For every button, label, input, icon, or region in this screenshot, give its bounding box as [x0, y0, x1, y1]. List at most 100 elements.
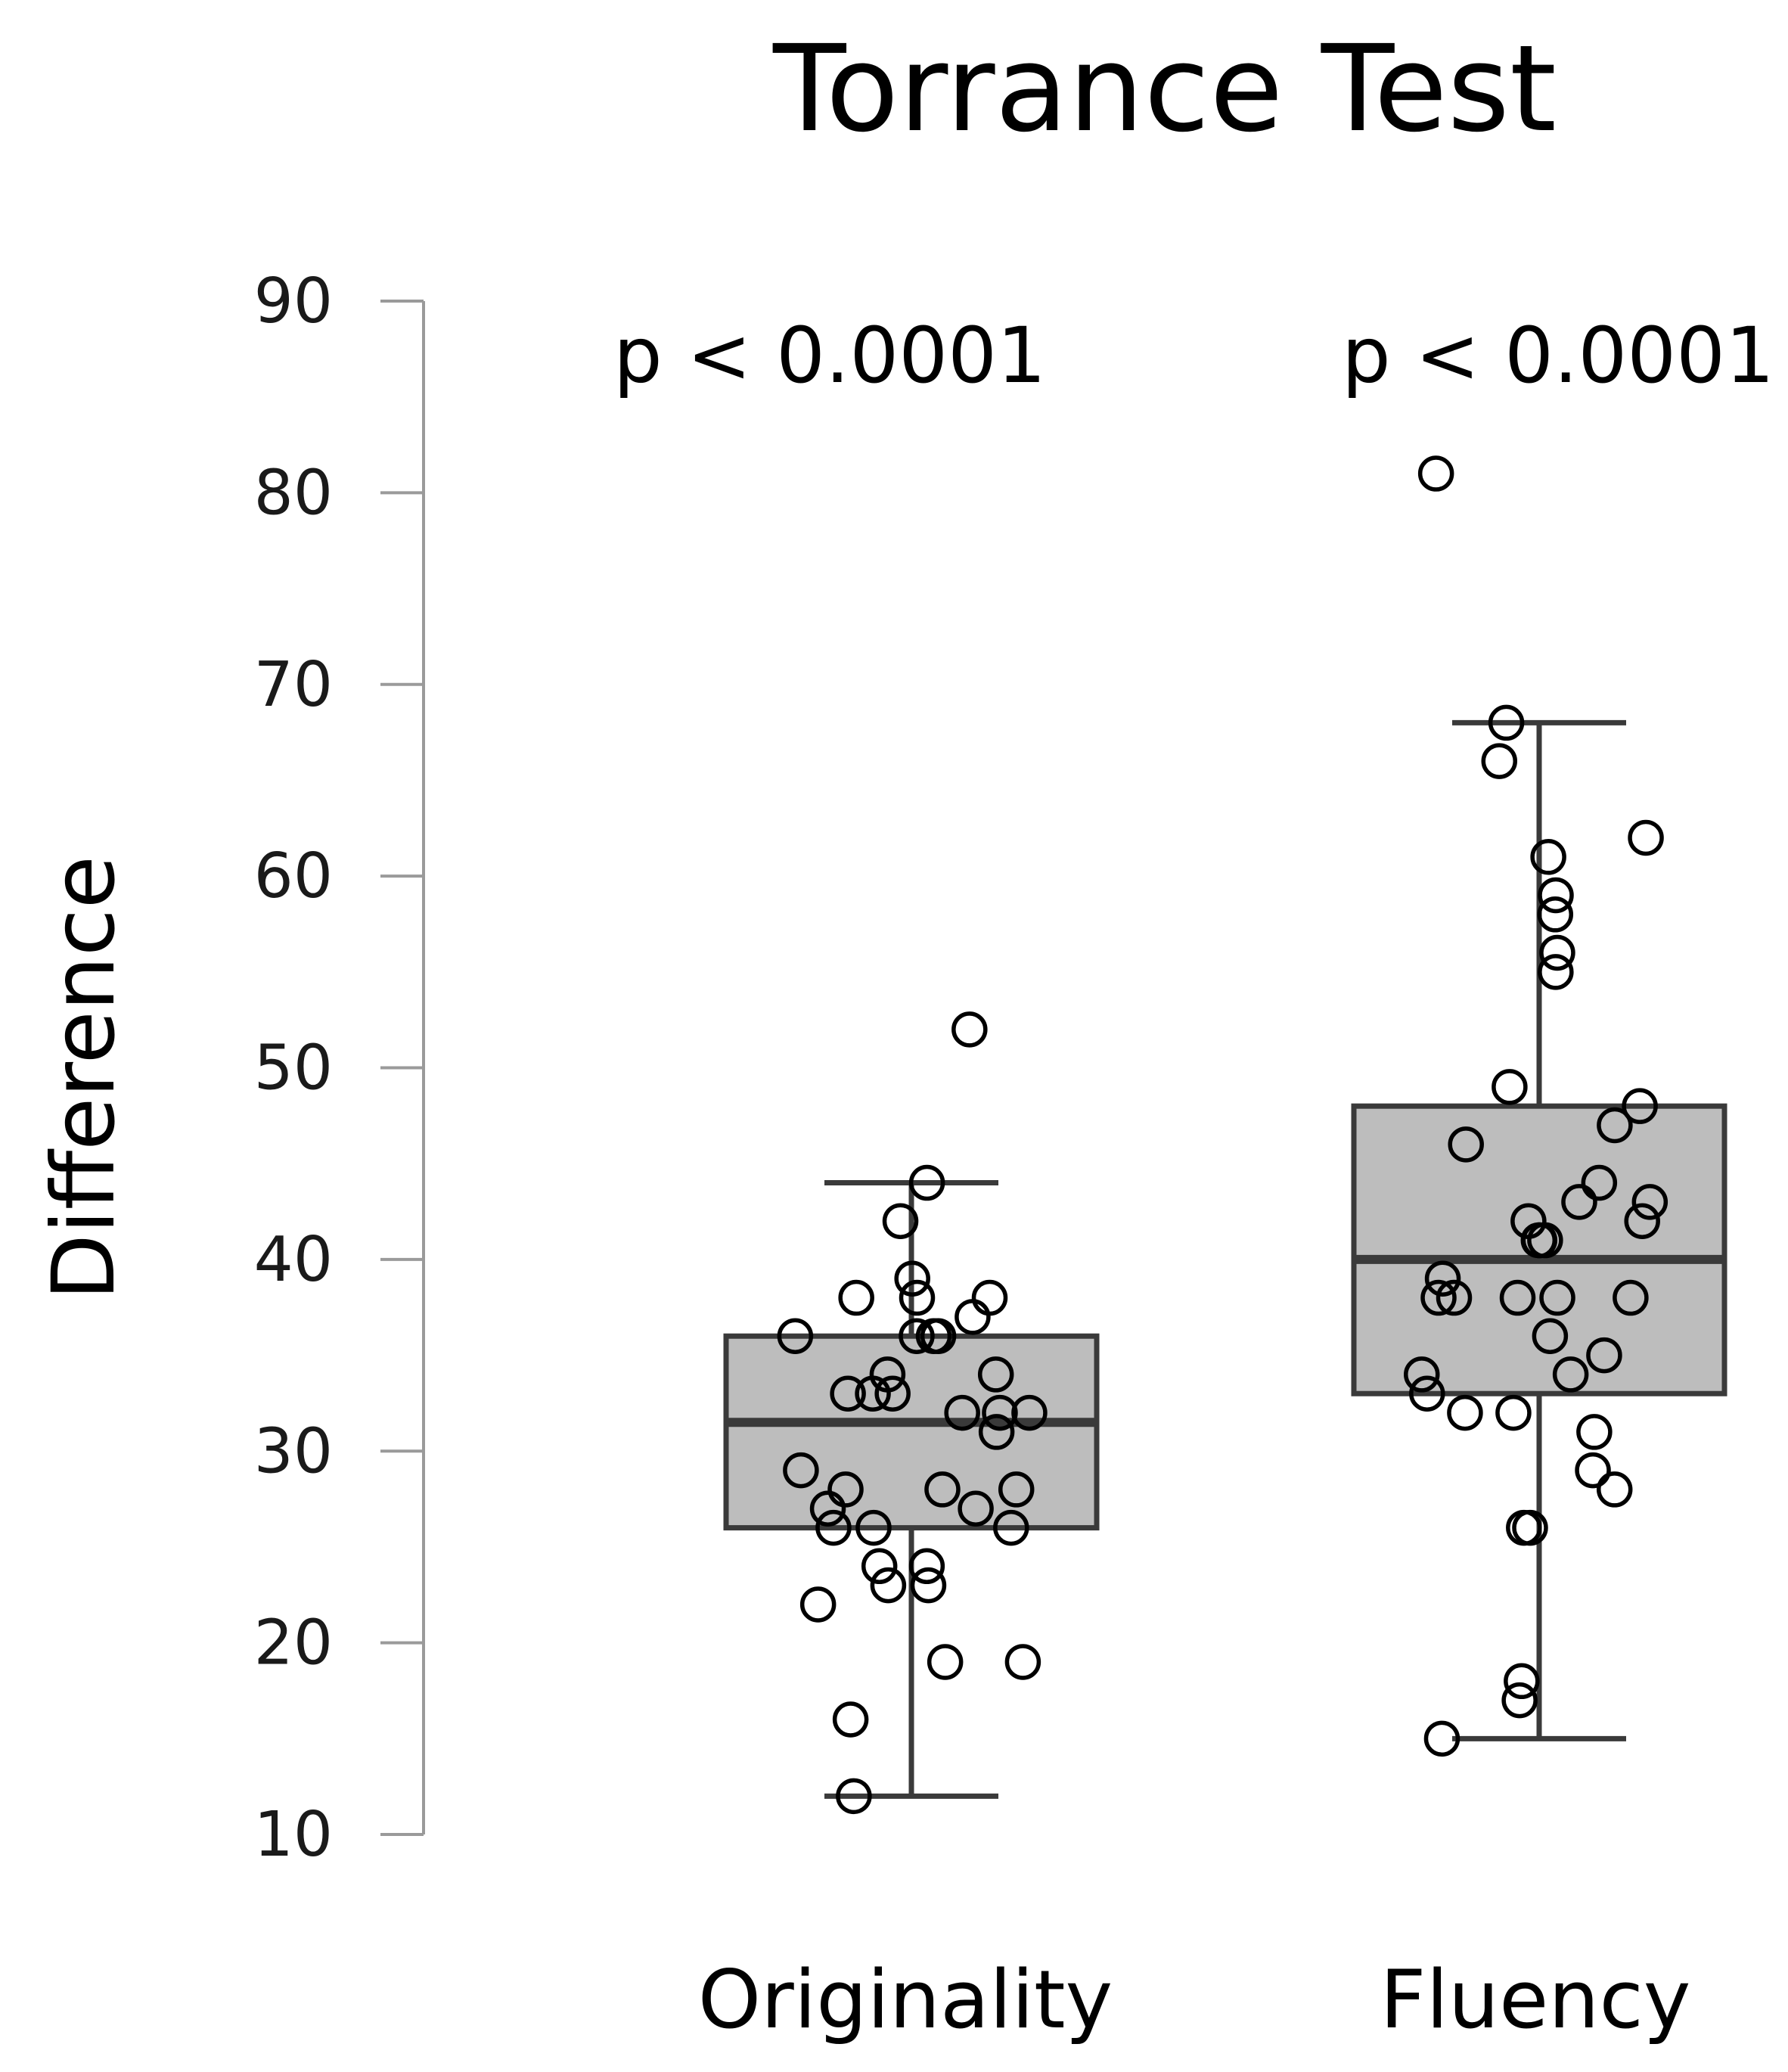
y-ticks: 10 20 30 40 50 60 70 80 90 [254, 266, 424, 1871]
data-point-fluency [1424, 1260, 1461, 1297]
y-tick-label-90: 90 [254, 266, 333, 337]
data-point-fluency [1575, 1452, 1611, 1489]
data-point-fluency [1501, 1682, 1538, 1719]
data-point-originality [809, 1490, 846, 1527]
y-tick-label-60: 60 [254, 840, 333, 912]
data-point-originality [955, 1299, 991, 1335]
data-point-originality [827, 1471, 864, 1508]
data-point-originality [951, 1011, 988, 1048]
data-point-fluency [1506, 1509, 1542, 1546]
data-point-fluency [1532, 1318, 1569, 1354]
y-tick-label-20: 20 [254, 1608, 333, 1679]
data-point-fluency [1597, 1107, 1633, 1144]
box-originality [723, 1333, 1100, 1531]
y-tick-label-70: 70 [254, 649, 333, 721]
data-point-originality [783, 1452, 819, 1489]
data-point-fluency [1537, 896, 1574, 933]
data-point-originality [993, 1509, 1029, 1546]
data-point-fluency [1436, 1279, 1473, 1316]
y-axis: 10 20 30 40 50 60 70 80 90 [254, 266, 425, 1871]
data-point-fluency [1624, 1203, 1660, 1239]
data-point-originality [838, 1279, 874, 1316]
data-point-fluency [1417, 455, 1454, 492]
annotations: p < 0.0001 p < 0.0001 [613, 311, 1774, 401]
data-point-originality [899, 1279, 936, 1316]
data-point-fluency [1596, 1471, 1633, 1508]
box-group-originality [723, 1011, 1100, 1815]
data-point-originality [978, 1414, 1015, 1450]
data-point-fluency [1448, 1126, 1484, 1163]
data-point-originality [958, 1490, 994, 1527]
data-point-originality [971, 1279, 1008, 1316]
x-tick-label-fluency: Fluency [1380, 1953, 1690, 2046]
data-point-fluency [1403, 1356, 1440, 1393]
data-point-fluency [1586, 1337, 1622, 1374]
data-point-fluency [1552, 1356, 1589, 1393]
y-tick-label-10: 10 [254, 1799, 333, 1871]
y-tick-label-50: 50 [254, 1033, 333, 1104]
data-point-originality [1011, 1394, 1048, 1431]
box-group-fluency [1351, 455, 1727, 1757]
data-point-originality [899, 1318, 935, 1354]
data-point-originality [855, 1509, 892, 1546]
data-point-fluency [1488, 704, 1525, 741]
y-tick-label-30: 30 [254, 1415, 333, 1487]
data-point-fluency [1481, 743, 1518, 779]
data-point-fluency [1622, 1088, 1658, 1124]
data-point-originality [924, 1471, 961, 1508]
data-point-originality [927, 1644, 964, 1680]
data-point-originality [830, 1375, 866, 1412]
data-point-originality [920, 1318, 957, 1354]
data-point-fluency [1631, 1184, 1668, 1220]
data-point-fluency [1581, 1164, 1618, 1201]
data-point-originality [836, 1778, 872, 1815]
y-tick-label-80: 80 [254, 457, 333, 529]
data-point-fluency [1420, 1279, 1457, 1316]
data-point-fluency [1520, 1222, 1557, 1259]
p-value-originality: p < 0.0001 [613, 311, 1046, 401]
data-point-fluency [1423, 1720, 1461, 1757]
data-point-originality [855, 1375, 891, 1412]
data-point-originality [777, 1318, 814, 1354]
data-point-originality [832, 1701, 869, 1738]
data-point-fluency [1530, 839, 1566, 875]
data-point-fluency [1561, 1184, 1597, 1220]
data-point-originality [874, 1375, 911, 1412]
data-point-originality [910, 1567, 947, 1604]
data-point-originality [861, 1548, 898, 1585]
y-tick-label-40: 40 [254, 1224, 333, 1296]
data-point-fluency [1492, 1069, 1528, 1105]
y-axis-label: Difference [33, 856, 134, 1300]
box-fluency [1351, 1103, 1727, 1396]
data-point-originality [799, 1586, 837, 1623]
data-point-originality [998, 1471, 1035, 1508]
data-point-fluency [1628, 819, 1664, 856]
data-point-originality [977, 1356, 1014, 1393]
data-point-fluency [1538, 877, 1574, 914]
data-point-originality [882, 1203, 919, 1239]
data-point-fluency [1576, 1414, 1613, 1450]
plot-area [723, 455, 1727, 1815]
data-point-fluency [1447, 1394, 1483, 1431]
data-point-originality [1004, 1644, 1041, 1680]
data-point-originality [908, 1548, 945, 1585]
x-tick-label-originality: Originality [698, 1953, 1113, 2046]
data-point-fluency [1499, 1279, 1536, 1316]
data-point-originality [944, 1394, 980, 1431]
data-point-fluency [1495, 1394, 1532, 1431]
p-value-fluency: p < 0.0001 [1342, 311, 1774, 401]
data-point-fluency [1613, 1279, 1649, 1316]
data-point-originality [894, 1260, 930, 1297]
chart-title: Torrance Test [772, 20, 1557, 159]
data-point-originality [908, 1164, 945, 1201]
data-point-originality [982, 1394, 1018, 1431]
data-point-originality [870, 1567, 907, 1604]
data-point-fluency [1539, 934, 1575, 971]
x-axis: Originality Fluency [698, 1953, 1691, 2046]
data-point-fluency [1538, 954, 1574, 990]
data-point-fluency [1409, 1375, 1445, 1412]
data-point-originality [815, 1509, 852, 1546]
data-point-fluency [1504, 1663, 1540, 1700]
data-point-fluency [1539, 1279, 1575, 1316]
